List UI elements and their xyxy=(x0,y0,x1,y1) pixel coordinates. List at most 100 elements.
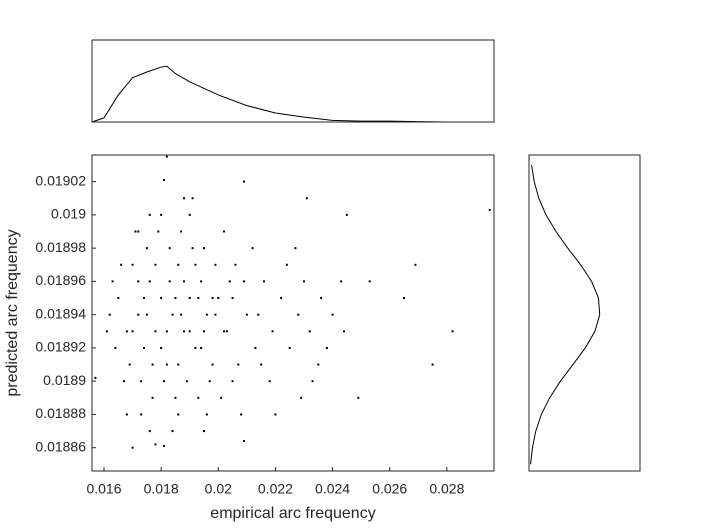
point xyxy=(251,247,254,250)
point xyxy=(183,330,185,333)
point xyxy=(243,180,245,183)
point xyxy=(257,313,260,316)
point xyxy=(120,263,123,266)
point xyxy=(160,346,163,349)
point xyxy=(140,380,143,383)
point xyxy=(145,247,148,250)
point xyxy=(200,346,203,349)
point xyxy=(205,313,208,316)
density-line xyxy=(530,164,601,465)
density-line xyxy=(91,65,493,123)
point xyxy=(308,330,311,333)
point xyxy=(223,330,225,333)
y-tick-label: 0.01886 xyxy=(35,438,86,454)
point xyxy=(225,330,228,333)
point xyxy=(125,330,128,333)
point xyxy=(220,396,223,399)
point xyxy=(217,297,220,300)
point xyxy=(197,297,200,300)
point xyxy=(271,330,274,333)
point xyxy=(174,297,177,300)
point xyxy=(345,213,348,216)
point xyxy=(245,313,248,316)
point xyxy=(403,297,405,300)
x-tick-label: 0.02 xyxy=(205,481,232,497)
point xyxy=(368,280,371,283)
point xyxy=(280,297,283,300)
point xyxy=(105,330,108,333)
point xyxy=(188,213,191,216)
point xyxy=(357,396,360,399)
point xyxy=(303,280,305,283)
point xyxy=(148,213,151,216)
point xyxy=(140,413,143,416)
point xyxy=(180,230,183,233)
point xyxy=(214,263,217,266)
point xyxy=(151,363,154,366)
point xyxy=(203,330,205,333)
point xyxy=(125,413,128,416)
point xyxy=(305,197,308,200)
point xyxy=(288,346,291,349)
x-axis-label: empirical arc frequency xyxy=(210,505,375,522)
point xyxy=(148,430,151,433)
point xyxy=(228,280,231,283)
point xyxy=(234,263,237,266)
point xyxy=(331,313,334,316)
point xyxy=(154,443,157,446)
point xyxy=(137,230,140,233)
point xyxy=(160,297,163,300)
y-tick-label: 0.01888 xyxy=(35,405,86,421)
point xyxy=(188,330,191,333)
point xyxy=(340,280,343,283)
point xyxy=(165,330,168,333)
point xyxy=(168,247,171,250)
point xyxy=(285,263,288,266)
point xyxy=(123,380,125,383)
y-tick-label: 0.01902 xyxy=(35,172,86,188)
point xyxy=(94,376,97,379)
point xyxy=(151,396,154,399)
point xyxy=(211,297,214,300)
y-axis-label: predicted arc frequency xyxy=(4,229,21,396)
point xyxy=(134,230,137,233)
point xyxy=(180,313,183,316)
point xyxy=(200,280,203,283)
axes-frame xyxy=(528,154,641,472)
y-tick-label: 0.01898 xyxy=(35,239,86,255)
point xyxy=(171,430,174,433)
point xyxy=(197,396,200,399)
point xyxy=(114,346,117,349)
point xyxy=(488,208,491,211)
point xyxy=(237,363,240,366)
point xyxy=(145,313,148,316)
point xyxy=(143,297,145,300)
point xyxy=(203,247,205,250)
point xyxy=(171,313,174,316)
point xyxy=(117,297,120,300)
point xyxy=(231,380,234,383)
point xyxy=(157,230,160,233)
point xyxy=(163,178,165,181)
y-tick-label: 0.019 xyxy=(51,206,86,222)
point xyxy=(451,330,454,333)
point xyxy=(137,280,140,283)
point xyxy=(185,380,188,383)
point xyxy=(263,280,265,283)
point xyxy=(154,330,157,333)
point xyxy=(131,330,134,333)
point xyxy=(231,297,234,300)
point xyxy=(203,430,205,433)
point xyxy=(163,445,165,448)
point xyxy=(325,346,328,349)
point xyxy=(320,297,323,300)
point xyxy=(268,380,271,383)
point xyxy=(137,313,140,316)
point xyxy=(108,313,111,316)
axes-frame xyxy=(91,39,495,123)
point xyxy=(191,197,194,200)
point xyxy=(177,363,180,366)
point xyxy=(214,313,217,316)
